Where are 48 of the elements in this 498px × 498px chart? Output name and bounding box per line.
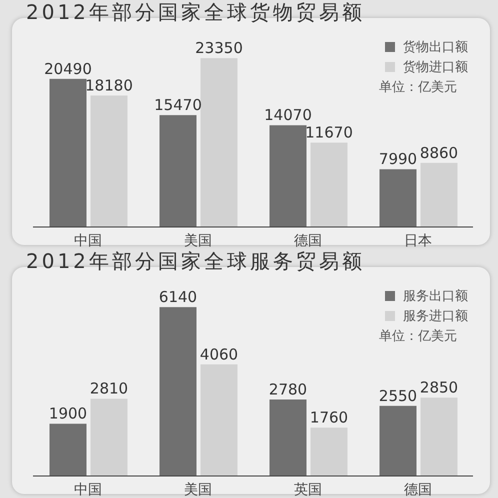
bar — [310, 428, 348, 476]
chart-title: 2012年部分国家全球货物贸易额 — [25, 0, 366, 24]
bar — [160, 115, 196, 227]
annotation: 单位：亿美元 — [379, 79, 457, 96]
bar — [380, 169, 416, 227]
legend-label: 服务出口额 — [403, 288, 468, 305]
data-label: 2780 — [268, 380, 308, 399]
x-tick-label: 英国 — [294, 482, 322, 498]
bar — [420, 398, 458, 476]
bar — [310, 142, 348, 227]
x-tick-label: 德国 — [404, 482, 432, 498]
legend-label: 货物出口额 — [403, 39, 468, 56]
bar — [200, 58, 238, 227]
data-label: 2850 — [420, 378, 458, 397]
bar — [380, 406, 416, 476]
x-tick-label: 中国 — [74, 232, 102, 249]
x-tick-label: 日本 — [404, 232, 432, 249]
bar — [50, 424, 86, 476]
bar — [90, 398, 128, 476]
x-tick-label: 美国 — [184, 232, 212, 249]
data-label: 1900 — [48, 404, 88, 423]
legend-label: 服务进口额 — [403, 308, 468, 325]
data-label: 11670 — [305, 124, 353, 142]
x-tick-label: 美国 — [184, 482, 212, 498]
data-label: 8860 — [420, 144, 458, 162]
data-label: 20490 — [44, 60, 92, 78]
annotation: 单位：亿美元 — [379, 328, 457, 345]
data-label: 14070 — [264, 106, 312, 124]
data-label: 1760 — [310, 408, 348, 427]
data-label: 7990 — [378, 150, 418, 168]
bar — [160, 307, 196, 476]
data-label: 4060 — [200, 345, 238, 364]
bar — [270, 400, 306, 476]
data-label: 6140 — [158, 288, 198, 306]
bar — [420, 162, 458, 227]
x-tick-label: 德国 — [294, 232, 322, 249]
bar — [200, 364, 238, 476]
chart-title: 2012年部分国家全球服务贸易额 — [25, 249, 366, 273]
data-label: 2810 — [90, 380, 128, 398]
bar — [90, 96, 128, 227]
bar — [50, 78, 86, 227]
data-label: 18180 — [85, 76, 133, 95]
bar — [270, 125, 306, 227]
x-tick-label: 中国 — [74, 482, 102, 498]
legend-label: 货物进口额 — [403, 59, 468, 76]
data-label: 2550 — [378, 386, 418, 405]
data-label: 15470 — [154, 96, 202, 114]
data-label: 23350 — [195, 39, 243, 58]
